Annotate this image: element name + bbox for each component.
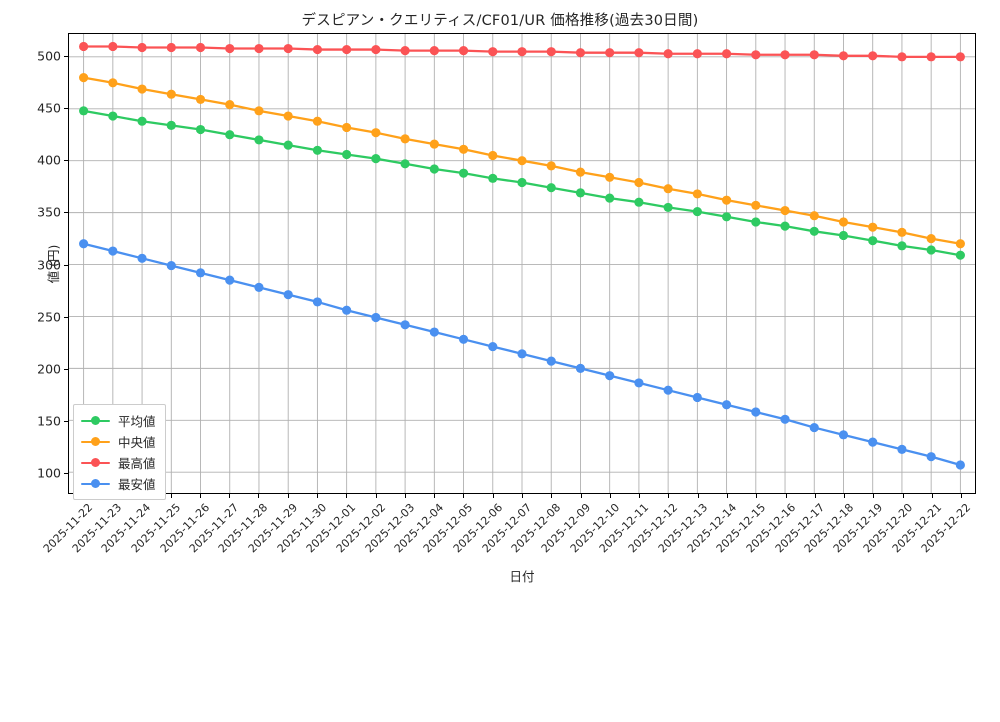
- x-tick-mark: [697, 494, 699, 498]
- legend-swatch-icon: [81, 414, 110, 428]
- legend-item-3[interactable]: 最高値: [81, 452, 156, 473]
- series-4: [79, 239, 965, 470]
- x-tick-mark: [434, 494, 436, 498]
- y-tick-mark: [64, 55, 68, 57]
- y-tick-label: 400: [37, 152, 61, 168]
- x-tick-mark: [727, 494, 729, 498]
- y-tick-label: 100: [37, 465, 61, 481]
- x-tick-mark: [609, 494, 611, 498]
- legend-swatch-icon: [81, 477, 110, 491]
- series-2: [79, 73, 965, 249]
- x-tick-mark: [492, 494, 494, 498]
- y-tick-label: 350: [37, 204, 61, 220]
- x-tick-mark: [785, 494, 787, 498]
- chart-title: デスピアン・クエリティス/CF01/UR 価格推移(過去30日間): [301, 13, 699, 29]
- x-tick-mark: [229, 494, 231, 498]
- x-tick-mark: [258, 494, 260, 498]
- x-tick-mark: [199, 494, 201, 498]
- series-3: [79, 41, 965, 62]
- x-tick-mark: [668, 494, 670, 498]
- y-tick-mark: [64, 420, 68, 422]
- y-tick-label: 200: [37, 361, 61, 377]
- x-tick-mark: [932, 494, 934, 498]
- x-tick-mark: [873, 494, 875, 498]
- x-tick-mark: [639, 494, 641, 498]
- x-tick-mark: [463, 494, 465, 498]
- x-tick-mark: [814, 494, 816, 498]
- y-tick-mark: [64, 264, 68, 266]
- x-tick-mark: [961, 494, 963, 498]
- x-tick-mark: [580, 494, 582, 498]
- legend-item-2[interactable]: 中央値: [81, 431, 156, 452]
- legend-swatch-icon: [81, 435, 110, 449]
- legend-label: 中央値: [118, 435, 156, 450]
- y-tick-mark: [64, 160, 68, 162]
- y-tick-mark: [64, 108, 68, 110]
- y-tick-label: 250: [37, 309, 61, 325]
- series-1: [79, 106, 965, 260]
- x-tick-mark: [522, 494, 523, 498]
- chart-legend: 平均値中央値最高値最安値: [73, 404, 166, 500]
- x-tick-mark: [287, 494, 289, 498]
- x-tick-mark: [844, 494, 846, 498]
- y-tick-mark: [64, 316, 68, 318]
- y-tick-label: 300: [37, 257, 61, 273]
- price-history-chart: デスピアン・クエリティス/CF01/UR 価格推移(過去30日間) 値 (円) …: [37, 13, 976, 584]
- y-tick-label: 500: [37, 48, 61, 64]
- y-tick-mark: [64, 212, 68, 214]
- legend-label: 平均値: [118, 414, 156, 429]
- x-tick-mark: [316, 494, 318, 498]
- x-axis-label: 日付: [509, 569, 535, 584]
- legend-item-4[interactable]: 最安値: [81, 473, 156, 494]
- legend-swatch-icon: [81, 456, 110, 470]
- y-tick-mark: [64, 368, 68, 370]
- y-tick-label: 450: [37, 100, 61, 116]
- plot-area: 値 (円): [46, 33, 976, 494]
- legend-item-1[interactable]: 平均値: [81, 410, 156, 431]
- x-tick-mark: [551, 494, 553, 498]
- x-tick-mark: [404, 494, 406, 498]
- x-tick-mark: [170, 494, 172, 498]
- x-tick-mark: [756, 494, 758, 498]
- x-tick-mark: [346, 494, 348, 498]
- x-tick-mark: [902, 494, 904, 498]
- x-tick-mark: [375, 494, 377, 498]
- y-tick-mark: [64, 473, 68, 475]
- legend-label: 最高値: [118, 456, 156, 471]
- legend-label: 最安値: [118, 477, 156, 492]
- y-tick-label: 150: [37, 413, 61, 429]
- series-lines: [79, 41, 965, 470]
